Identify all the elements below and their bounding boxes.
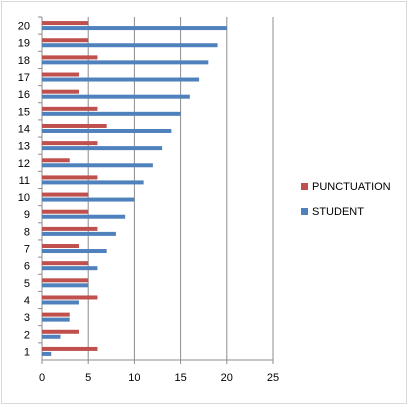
bars bbox=[42, 21, 227, 356]
student-bar bbox=[42, 26, 227, 31]
x-tick-label: 5 bbox=[85, 372, 91, 384]
student-bar bbox=[42, 180, 144, 185]
legend: PUNCTUATION STUDENT bbox=[301, 181, 391, 218]
punctuation-bar bbox=[42, 329, 79, 334]
y-tick-label: 3 bbox=[24, 312, 30, 324]
student-bar bbox=[42, 283, 89, 288]
student-bar bbox=[42, 111, 181, 116]
punctuation-bar bbox=[42, 244, 79, 249]
student-bar bbox=[42, 94, 190, 99]
punctuation-bar bbox=[42, 175, 98, 180]
tick-labels: 0 5 10 15 20 25123456789101112131415161718192… bbox=[18, 21, 279, 384]
axes bbox=[38, 16, 274, 364]
y-tick-label: 5 bbox=[24, 278, 30, 290]
student-bar bbox=[42, 163, 153, 168]
student-bar bbox=[42, 334, 61, 339]
punctuation-bar bbox=[42, 209, 89, 214]
punctuation-bar bbox=[42, 261, 89, 266]
student-bar bbox=[42, 60, 209, 65]
y-tick-label: 11 bbox=[19, 175, 30, 187]
punctuation-bar bbox=[42, 226, 98, 231]
punctuation-bar bbox=[42, 55, 98, 60]
y-tick-label: 6 bbox=[24, 261, 30, 273]
student-bar bbox=[42, 128, 172, 133]
student-bar bbox=[42, 300, 79, 305]
y-tick-label: 15 bbox=[18, 106, 30, 118]
y-tick-label: 8 bbox=[24, 226, 30, 238]
student-bar bbox=[42, 249, 107, 254]
punctuation-bar bbox=[42, 72, 79, 77]
x-tick-label: 15 bbox=[174, 372, 186, 384]
student-bar bbox=[42, 43, 218, 48]
student-bar bbox=[42, 317, 70, 322]
legend-swatch-student bbox=[301, 208, 308, 215]
student-bar bbox=[42, 214, 126, 219]
punctuation-bar bbox=[42, 38, 89, 43]
student-bar bbox=[42, 197, 135, 202]
y-tick-label: 19 bbox=[18, 38, 30, 50]
x-tick-label: 20 bbox=[221, 372, 233, 384]
student-bar bbox=[42, 266, 98, 271]
legend-label-student: STUDENT bbox=[312, 206, 364, 218]
y-tick-label: 1 bbox=[24, 346, 30, 358]
y-tick-label: 7 bbox=[24, 244, 30, 256]
legend-swatch-punctuation bbox=[301, 183, 308, 190]
student-bar bbox=[42, 146, 163, 151]
gridlines bbox=[87, 17, 274, 360]
x-tick-label: 10 bbox=[128, 372, 140, 384]
y-tick-label: 12 bbox=[18, 158, 30, 170]
y-tick-label: 17 bbox=[18, 72, 30, 84]
punctuation-bar bbox=[42, 278, 89, 283]
y-tick-label: 10 bbox=[18, 192, 30, 204]
student-bar bbox=[42, 77, 200, 82]
punctuation-bar bbox=[42, 295, 98, 300]
punctuation-bar bbox=[42, 106, 98, 111]
x-tick-label: 0 bbox=[39, 372, 45, 384]
y-tick-label: 2 bbox=[24, 329, 30, 341]
y-tick-label: 20 bbox=[18, 21, 30, 33]
y-tick-label: 9 bbox=[24, 209, 30, 221]
legend-label-punctuation: PUNCTUATION bbox=[312, 181, 391, 193]
y-tick-label: 16 bbox=[18, 89, 30, 101]
punctuation-bar bbox=[42, 123, 107, 128]
punctuation-bar bbox=[42, 312, 70, 317]
y-tick-label: 13 bbox=[18, 141, 30, 153]
punctuation-bar bbox=[42, 89, 79, 94]
y-tick-label: 18 bbox=[18, 55, 30, 67]
punctuation-bar bbox=[42, 158, 70, 163]
punctuation-bar bbox=[42, 141, 98, 146]
x-tick-label: 25 bbox=[267, 372, 279, 384]
punctuation-bar bbox=[42, 21, 89, 26]
punctuation-bar bbox=[42, 192, 89, 197]
y-tick-label: 4 bbox=[24, 295, 30, 307]
student-bar bbox=[42, 231, 116, 236]
y-tick-label: 14 bbox=[18, 123, 30, 135]
student-bar bbox=[42, 351, 52, 356]
punctuation-bar bbox=[42, 346, 98, 351]
